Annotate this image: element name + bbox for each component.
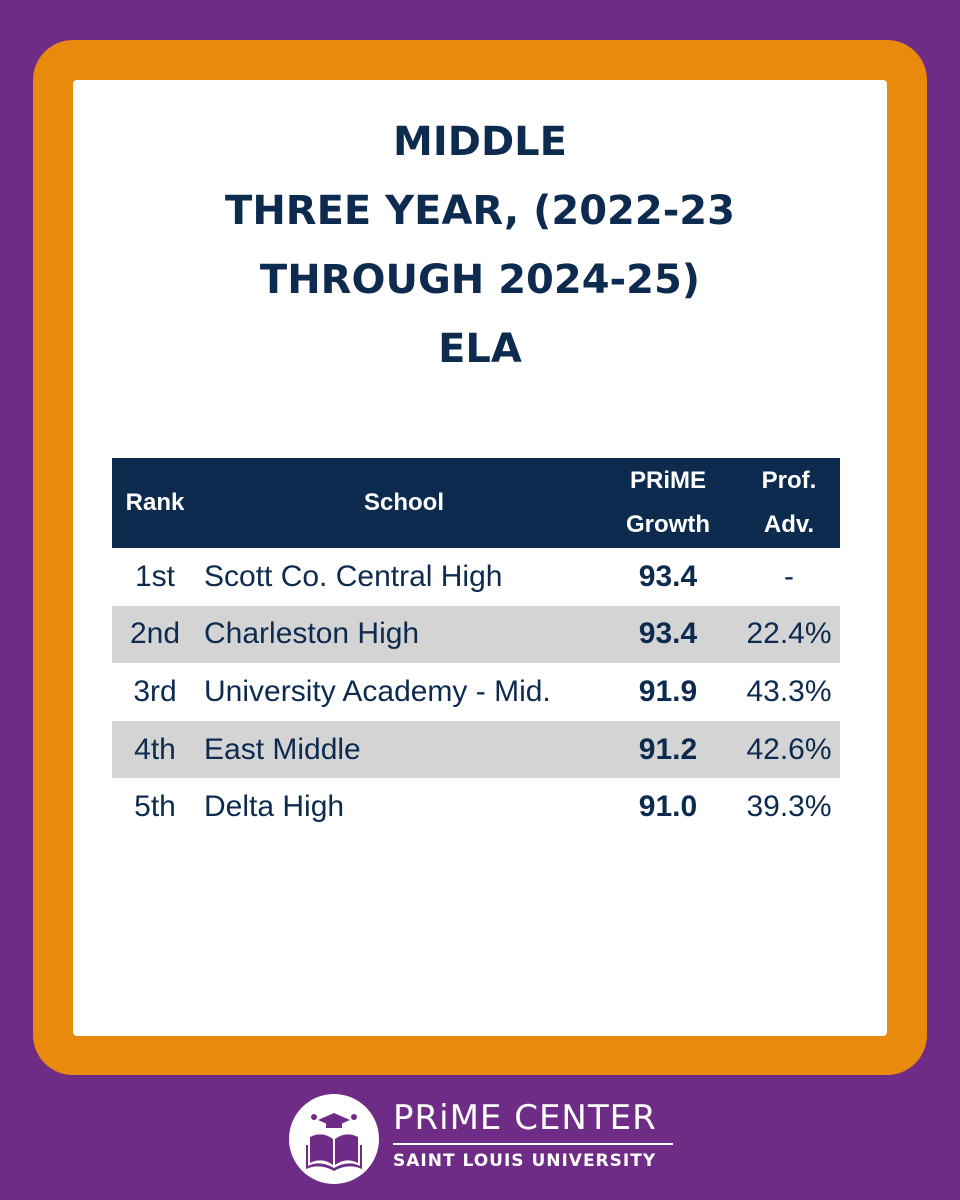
title-line: THREE YEAR, (2022-23 <box>225 188 735 234</box>
footer-name: PRiME CENTER <box>393 1098 657 1138</box>
table: Rank School PRiME Growth Prof. Adv. 1st Scott C… <box>112 458 840 836</box>
table-cell: 39.3% <box>746 790 832 824</box>
header-cell: Rank <box>112 458 198 548</box>
title-line: THROUGH 2024-25) <box>259 257 701 303</box>
table-cell: 42.6% <box>746 732 832 766</box>
title-line: ELA <box>438 326 522 372</box>
table-cell: East Middle <box>204 732 361 766</box>
table-cell: 22.4% <box>746 617 832 651</box>
header-text: Growth <box>626 511 710 538</box>
table-cell: 43.3% <box>746 674 832 708</box>
title: MIDDLE THREE YEAR, (2022-23 THROUGH 2024-2… <box>73 108 887 384</box>
table-cell: 5th <box>134 790 176 824</box>
title-line: MIDDLE <box>393 119 567 165</box>
table-cell: 93.4 <box>638 617 698 651</box>
footer-rule <box>393 1143 673 1145</box>
header-cell: Prof. Adv. <box>730 458 848 548</box>
header-text: School <box>363 489 444 516</box>
table-cell: Charleston High <box>204 617 420 651</box>
header-text: Adv. <box>763 511 815 538</box>
table-row: 3rd University Academy - Mid. 91.9 43.3% <box>112 663 840 721</box>
header-cell: School <box>204 458 604 548</box>
table-row: 5th Delta High 91.0 39.3% <box>112 778 840 836</box>
table-cell: Delta High <box>204 790 345 824</box>
table-header: Rank School PRiME Growth Prof. Adv. <box>112 458 840 548</box>
table-cell: 1st <box>134 559 176 593</box>
table-cell: - <box>784 559 794 593</box>
header-text: Rank <box>125 489 185 516</box>
footer-org: SAINT LOUIS UNIVERSITY <box>393 1151 657 1171</box>
table-cell: University Academy - Mid. <box>204 674 551 708</box>
table-row: 2nd Charleston High 93.4 22.4% <box>112 605 840 664</box>
table-cell: 3rd <box>133 674 177 708</box>
table-cell: 91.2 <box>638 732 698 766</box>
logo <box>289 1094 379 1184</box>
table-cell: 2nd <box>129 617 181 651</box>
table-cell: 93.4 <box>638 559 698 593</box>
table-cell: 91.9 <box>638 674 698 708</box>
table-cell: 4th <box>134 732 176 766</box>
table-row: 4th East Middle 91.2 42.6% <box>112 720 840 779</box>
header-text: Prof. <box>761 467 817 494</box>
table-row: 1st Scott Co. Central High 93.4 - <box>112 548 840 606</box>
header-cell: PRiME Growth <box>612 458 724 548</box>
table-cell: Scott Co. Central High <box>204 559 503 593</box>
card <box>73 80 887 1036</box>
header-text: PRiME <box>629 467 706 494</box>
table-cell: 91.0 <box>638 790 698 824</box>
